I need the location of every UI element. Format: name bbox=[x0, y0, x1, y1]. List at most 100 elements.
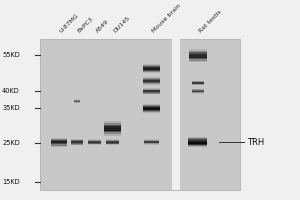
Bar bbox=[74, 102, 80, 103]
Bar bbox=[88, 139, 101, 140]
Bar bbox=[40, 39, 240, 190]
Bar bbox=[143, 68, 160, 70]
Bar bbox=[188, 142, 208, 144]
Bar bbox=[188, 146, 208, 147]
Bar bbox=[143, 88, 160, 89]
Bar bbox=[70, 139, 83, 140]
Bar bbox=[106, 141, 119, 142]
Bar bbox=[106, 144, 119, 145]
Bar bbox=[143, 105, 160, 106]
Bar bbox=[74, 99, 80, 100]
Bar bbox=[143, 92, 160, 93]
Bar bbox=[88, 143, 101, 144]
Bar bbox=[189, 51, 207, 53]
Bar bbox=[143, 111, 160, 112]
Bar bbox=[51, 138, 67, 139]
Bar bbox=[172, 39, 180, 190]
Bar bbox=[143, 107, 160, 109]
Bar bbox=[192, 90, 204, 91]
Bar bbox=[106, 143, 119, 144]
Bar bbox=[88, 140, 101, 141]
Text: Mouse brain: Mouse brain bbox=[152, 3, 182, 34]
Bar bbox=[192, 84, 204, 85]
Text: 35KD: 35KD bbox=[2, 105, 20, 111]
Bar bbox=[143, 80, 160, 82]
Bar bbox=[143, 104, 160, 105]
Bar bbox=[143, 93, 160, 94]
Bar bbox=[189, 56, 207, 58]
Bar bbox=[106, 141, 119, 143]
Bar bbox=[74, 101, 80, 102]
Bar bbox=[70, 141, 83, 142]
Bar bbox=[189, 57, 207, 59]
Bar bbox=[70, 141, 83, 143]
Bar bbox=[143, 112, 160, 113]
Bar bbox=[104, 121, 121, 123]
Bar bbox=[104, 123, 121, 125]
Bar bbox=[143, 83, 160, 84]
Bar bbox=[70, 143, 83, 144]
Bar bbox=[144, 144, 159, 145]
Bar bbox=[188, 139, 208, 141]
Bar bbox=[143, 109, 160, 111]
Bar bbox=[189, 54, 207, 56]
Bar bbox=[192, 89, 204, 90]
Bar bbox=[106, 140, 119, 141]
Bar bbox=[192, 83, 204, 84]
Bar bbox=[106, 139, 119, 140]
Text: 15KD: 15KD bbox=[2, 179, 20, 185]
Bar bbox=[188, 137, 208, 138]
Bar bbox=[51, 145, 67, 147]
Bar bbox=[192, 89, 204, 90]
Bar bbox=[104, 134, 121, 136]
Bar bbox=[70, 144, 83, 145]
Text: 40KD: 40KD bbox=[2, 88, 20, 94]
Bar bbox=[143, 68, 160, 70]
Bar bbox=[106, 142, 119, 143]
Bar bbox=[192, 81, 204, 82]
Text: U-87MG: U-87MG bbox=[59, 13, 80, 34]
Bar bbox=[192, 82, 204, 84]
Bar bbox=[70, 140, 83, 141]
Bar bbox=[143, 79, 160, 80]
Bar bbox=[189, 52, 207, 55]
Bar bbox=[88, 141, 101, 143]
Bar bbox=[104, 130, 121, 132]
Bar bbox=[143, 90, 160, 91]
Bar bbox=[188, 141, 208, 143]
Bar bbox=[192, 91, 204, 92]
Bar bbox=[70, 144, 83, 145]
Bar bbox=[144, 140, 159, 141]
Bar bbox=[144, 141, 159, 142]
Text: 25KD: 25KD bbox=[2, 140, 20, 146]
Bar bbox=[189, 60, 207, 62]
Bar bbox=[143, 66, 160, 68]
Bar bbox=[51, 141, 67, 143]
Bar bbox=[189, 49, 207, 51]
Bar bbox=[88, 144, 101, 145]
Bar bbox=[143, 77, 160, 79]
Bar bbox=[144, 142, 159, 143]
Text: 55KD: 55KD bbox=[2, 52, 20, 58]
Bar bbox=[106, 143, 119, 144]
Bar bbox=[143, 71, 160, 73]
Bar bbox=[143, 82, 160, 83]
Bar bbox=[188, 144, 208, 146]
Bar bbox=[143, 107, 160, 110]
Text: BxPC3: BxPC3 bbox=[77, 16, 94, 34]
Bar bbox=[51, 142, 67, 143]
Bar bbox=[104, 132, 121, 134]
Bar bbox=[143, 67, 160, 69]
Bar bbox=[143, 89, 160, 90]
Bar bbox=[188, 143, 208, 145]
Bar bbox=[144, 143, 159, 144]
Bar bbox=[143, 106, 160, 108]
Bar bbox=[192, 82, 204, 83]
Bar bbox=[144, 141, 159, 143]
Bar bbox=[192, 93, 204, 94]
Text: Rat testis: Rat testis bbox=[198, 10, 222, 34]
Bar bbox=[192, 91, 204, 92]
Bar bbox=[104, 126, 121, 129]
Bar bbox=[143, 84, 160, 85]
Bar bbox=[74, 101, 80, 102]
